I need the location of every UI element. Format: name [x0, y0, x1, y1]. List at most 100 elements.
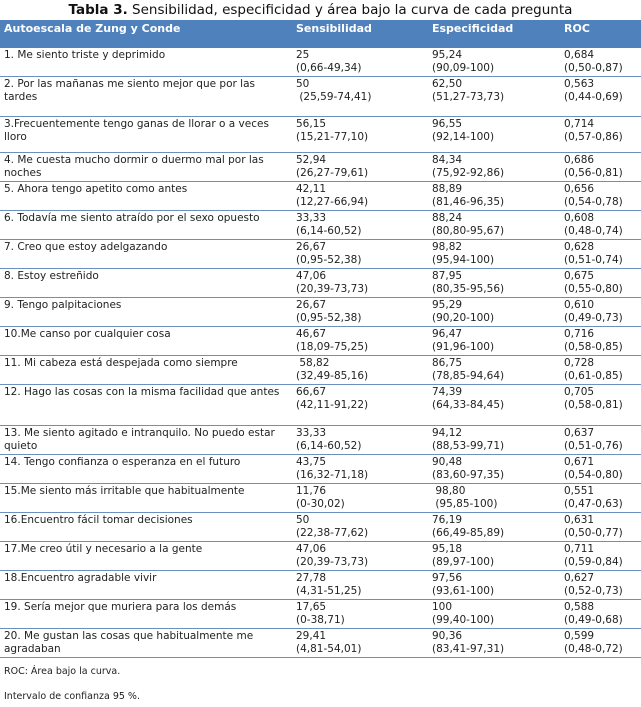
- specificity-value: 95,29: [432, 299, 463, 311]
- specificity-cell: 97,56 (93,61-100): [428, 570, 560, 600]
- roc-value: 0,675: [564, 270, 595, 282]
- item-cell: 11. Mi cabeza está despejada como siempr…: [0, 355, 292, 385]
- item-text: 5. Ahora tengo apetito como antes: [4, 183, 188, 195]
- item-cell: 19. Sería mejor que muriera para los dem…: [0, 599, 292, 629]
- item-cell: 14. Tengo confianza o esperanza en el fu…: [0, 454, 292, 484]
- item-text: 9. Tengo palpitaciones: [4, 299, 122, 311]
- specificity-ci: (80,80-95,67): [432, 225, 505, 237]
- specificity-ci: (93,61-100): [432, 585, 495, 597]
- roc-value: 0,711: [564, 543, 595, 555]
- specificity-value: 100: [432, 601, 453, 613]
- sensitivity-ci: (0-30,02): [296, 498, 345, 510]
- item-text: 17.Me creo útil y necesario a la gente: [4, 543, 203, 555]
- sensitivity-ci: (32,49-85,16): [296, 370, 369, 382]
- specificity-cell: 74,39 (64,33-84,45): [428, 384, 560, 426]
- header-row: Autoescala de Zung y Conde Sensibilidad …: [0, 20, 641, 48]
- roc-cell: 0,637 (0,51-0,76): [560, 425, 641, 455]
- roc-cell: 0,684 (0,50-0,87): [560, 48, 641, 77]
- header-roc: ROC: [560, 20, 641, 48]
- roc-cell: 0,588 (0,49-0,68): [560, 599, 641, 629]
- roc-value: 0,716: [564, 328, 595, 340]
- item-text: 8. Estoy estreñido: [4, 270, 99, 282]
- specificity-ci: (83,41-97,31): [432, 643, 505, 655]
- item-text: 19. Sería mejor que muriera para los dem…: [4, 601, 237, 613]
- sensitivity-ci: (0,95-52,38): [296, 254, 362, 266]
- roc-value: 0,588: [564, 601, 595, 613]
- roc-cell: 0,716 (0,58-0,85): [560, 326, 641, 356]
- roc-ci: (0,51-0,76): [564, 440, 623, 452]
- sensitivity-value: 56,15: [296, 118, 327, 130]
- roc-value: 0,705: [564, 386, 595, 398]
- specificity-cell: 98,82 (95,94-100): [428, 239, 560, 269]
- table-row: 19. Sería mejor que muriera para los dem…: [0, 599, 641, 629]
- table-row: 4. Me cuesta mucho dormir o duermo mal p…: [0, 152, 641, 182]
- sensitivity-ci: (0,95-52,38): [296, 312, 362, 324]
- roc-value: 0,563: [564, 78, 595, 90]
- roc-ci: (0,54-0,80): [564, 469, 623, 481]
- specificity-cell: 87,95 (80,35-95,56): [428, 268, 560, 298]
- specificity-cell: 95,18 (89,97-100): [428, 541, 560, 571]
- specificity-value: 90,48: [432, 456, 463, 468]
- table-row: 20. Me gustan las cosas que habitualment…: [0, 628, 641, 658]
- specificity-value: 95,24: [432, 49, 463, 61]
- roc-cell: 0,656 (0,54-0,78): [560, 181, 641, 211]
- sensitivity-value: 43,75: [296, 456, 327, 468]
- header-item: Autoescala de Zung y Conde: [0, 20, 292, 48]
- roc-value: 0,627: [564, 572, 595, 584]
- roc-value: 0,728: [564, 357, 595, 369]
- sensitivity-cell: 43,75 (16,32-71,18): [292, 454, 428, 484]
- roc-ci: (0,57-0,86): [564, 131, 623, 143]
- sensitivity-value: 50: [296, 514, 310, 526]
- item-text: 18.Encuentro agradable vivir: [4, 572, 157, 584]
- item-cell: 15.Me siento más irritable que habitualm…: [0, 483, 292, 513]
- table-row: 1. Me siento triste y deprimido 25 (0,66-4…: [0, 48, 641, 77]
- specificity-ci: (95,85-100): [432, 498, 498, 510]
- specificity-value: 98,82: [432, 241, 463, 253]
- roc-ci: (0,48-0,74): [564, 225, 623, 237]
- specificity-ci: (88,53-99,71): [432, 440, 505, 452]
- sensitivity-cell: 52,94 (26,27-79,61): [292, 152, 428, 182]
- specificity-cell: 95,24 (90,09-100): [428, 48, 560, 77]
- roc-cell: 0,599 (0,48-0,72): [560, 628, 641, 658]
- specificity-value: 96,55: [432, 118, 463, 130]
- specificity-value: 88,89: [432, 183, 463, 195]
- item-cell: 8. Estoy estreñido: [0, 268, 292, 298]
- header-specificity: Especificidad: [428, 20, 560, 48]
- specificity-ci: (90,09-100): [432, 62, 495, 74]
- sensitivity-cell: 27,78 (4,31-51,25): [292, 570, 428, 600]
- item-text: 16.Encuentro fácil tomar decisiones: [4, 514, 193, 526]
- sensitivity-cell: 47,06 (20,39-73,73): [292, 268, 428, 298]
- item-text: 6. Todavía me siento atraído por el sexo…: [4, 212, 260, 224]
- item-text: 7. Creo que estoy adelgazando: [4, 241, 168, 253]
- table-row: 16.Encuentro fácil tomar decisiones 50 (22…: [0, 512, 641, 542]
- specificity-value: 94,12: [432, 427, 463, 439]
- roc-value: 0,684: [564, 49, 595, 61]
- sensitivity-cell: 25 (0,66-49,34): [292, 48, 428, 77]
- table-row: 11. Mi cabeza está despejada como siempr…: [0, 355, 641, 385]
- roc-ci: (0,49-0,73): [564, 312, 623, 324]
- specificity-value: 96,47: [432, 328, 463, 340]
- specificity-value: 62,50: [432, 78, 463, 90]
- sensitivity-ci: (0-38,71): [296, 614, 345, 626]
- specificity-cell: 84,34 (75,92-92,86): [428, 152, 560, 182]
- roc-ci: (0,44-0,69): [564, 91, 623, 103]
- specificity-cell: 95,29 (90,20-100): [428, 297, 560, 327]
- sensitivity-value: 26,67: [296, 241, 327, 253]
- sensitivity-value: 33,33: [296, 212, 327, 224]
- item-text: 12. Hago las cosas con la misma facilida…: [4, 386, 280, 398]
- specificity-ci: (91,96-100): [432, 341, 495, 353]
- sensitivity-value: 52,94: [296, 154, 327, 166]
- roc-cell: 0,728 (0,61-0,85): [560, 355, 641, 385]
- sensitivity-ci: (25,59-74,41): [296, 91, 372, 103]
- specificity-ci: (64,33-84,45): [432, 399, 505, 411]
- sensitivity-ci: (0,66-49,34): [296, 62, 362, 74]
- item-cell: 2. Por las mañanas me siento mejor que p…: [0, 76, 292, 117]
- specificity-value: 87,95: [432, 270, 463, 282]
- specificity-cell: 96,55 (92,14-100): [428, 116, 560, 153]
- sensitivity-ci: (26,27-79,61): [296, 167, 369, 179]
- specificity-cell: 76,19 (66,49-85,89): [428, 512, 560, 542]
- specificity-cell: 86,75 (78,85-94,64): [428, 355, 560, 385]
- sensitivity-value: 29,41: [296, 630, 327, 642]
- sensitivity-ci: (6,14-60,52): [296, 440, 362, 452]
- item-text: 2. Por las mañanas me siento mejor que p…: [4, 78, 255, 103]
